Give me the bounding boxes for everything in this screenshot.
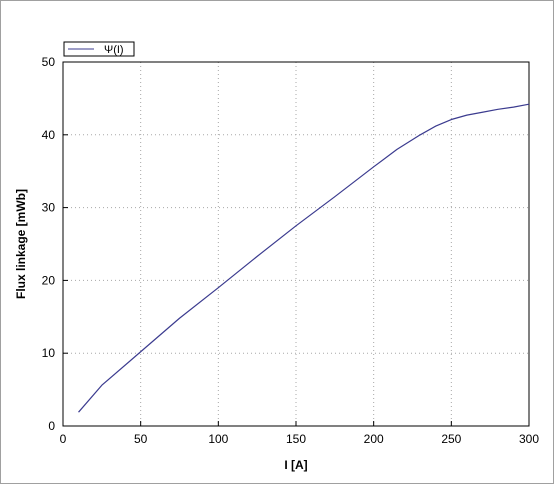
y-tick-label: 20 [42,273,56,287]
x-tick-label: 0 [60,432,67,446]
x-tick-label: 50 [134,432,148,446]
y-tick-label: 40 [42,128,56,142]
grid [63,62,529,426]
x-tick-label: 100 [208,432,228,446]
x-tick-label: 200 [364,432,384,446]
x-axis-title: I [A] [284,458,307,472]
x-tick-label: 300 [519,432,539,446]
x-tick-label: 250 [441,432,461,446]
legend-box [63,41,135,57]
y-tick-label: 10 [42,346,56,360]
plot-area [62,61,530,427]
y-tick-label: 50 [42,55,56,69]
series-line [78,103,530,413]
x-tick-label: 150 [286,432,306,446]
y-tick-label: 30 [42,201,56,215]
y-axis-title: Flux linkage [mWb] [14,189,28,299]
series-layer [78,103,530,413]
legend-label: Ψ(I) [104,44,124,56]
legend: Ψ(I) [63,41,135,57]
axis-ticks: 0 50 100 150 200 250 300 0 10 20 30 40 50 [42,55,540,446]
y-tick-label: 0 [48,419,55,433]
